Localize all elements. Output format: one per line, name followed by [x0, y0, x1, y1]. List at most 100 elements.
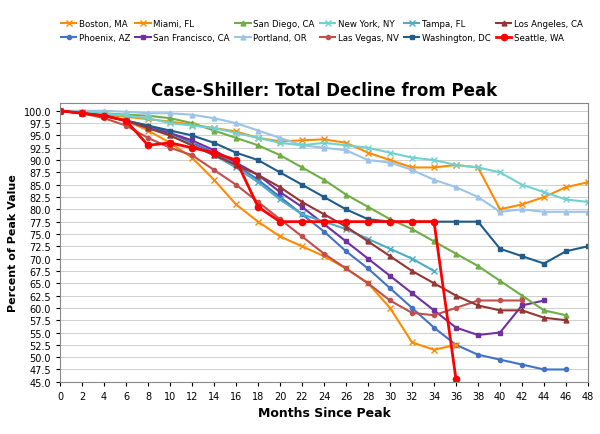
San Francisco, CA — [386, 273, 394, 279]
Los Angeles, CA — [211, 153, 218, 158]
Phoenix, AZ — [122, 119, 130, 124]
Las Vegas, NV — [298, 234, 305, 240]
Tampa, FL — [364, 237, 371, 242]
Washington, DC — [430, 220, 437, 225]
San Diego, CA — [452, 251, 460, 256]
Miami, FL — [211, 178, 218, 183]
San Diego, CA — [364, 205, 371, 210]
Washington, DC — [541, 261, 548, 266]
Washington, DC — [211, 141, 218, 146]
San Diego, CA — [430, 239, 437, 244]
Portland, OR — [122, 110, 130, 115]
Los Angeles, CA — [386, 254, 394, 259]
San Francisco, CA — [298, 205, 305, 210]
Legend: Boston, MA, Phoenix, AZ, Miami, FL, San Francisco, CA, San Diego, CA, Portland, : Boston, MA, Phoenix, AZ, Miami, FL, San … — [60, 20, 584, 43]
Boston, MA — [409, 165, 416, 171]
New York, NY — [320, 141, 328, 146]
Portland, OR — [188, 113, 196, 118]
Boston, MA — [452, 163, 460, 168]
Seattle, WA — [430, 220, 437, 225]
Phoenix, AZ — [298, 212, 305, 217]
San Diego, CA — [145, 114, 152, 119]
Phoenix, AZ — [232, 163, 239, 168]
Seattle, WA — [386, 220, 394, 225]
Line: Boston, MA: Boston, MA — [57, 109, 591, 213]
Miami, FL — [232, 202, 239, 207]
Miami, FL — [320, 254, 328, 259]
San Francisco, CA — [232, 161, 239, 166]
Las Vegas, NV — [320, 251, 328, 256]
New York, NY — [56, 109, 64, 114]
Miami, FL — [343, 266, 350, 271]
New York, NY — [122, 114, 130, 119]
Tampa, FL — [166, 134, 173, 139]
Los Angeles, CA — [232, 163, 239, 168]
San Diego, CA — [409, 227, 416, 232]
Phoenix, AZ — [452, 342, 460, 348]
Portland, OR — [409, 168, 416, 173]
Boston, MA — [100, 113, 107, 118]
Phoenix, AZ — [364, 266, 371, 271]
Portland, OR — [496, 210, 503, 215]
Boston, MA — [496, 207, 503, 213]
San Diego, CA — [277, 153, 284, 158]
Washington, DC — [166, 128, 173, 134]
Portland, OR — [452, 185, 460, 191]
Line: Tampa, FL: Tampa, FL — [57, 109, 437, 274]
Los Angeles, CA — [122, 119, 130, 124]
Seattle, WA — [166, 141, 173, 146]
Boston, MA — [188, 123, 196, 128]
Phoenix, AZ — [211, 151, 218, 156]
Los Angeles, CA — [475, 303, 482, 308]
New York, NY — [145, 116, 152, 122]
Las Vegas, NV — [100, 116, 107, 122]
Los Angeles, CA — [496, 308, 503, 313]
Miami, FL — [298, 244, 305, 249]
Seattle, WA — [232, 158, 239, 163]
Boston, MA — [232, 130, 239, 135]
New York, NY — [518, 183, 526, 188]
Boston, MA — [56, 109, 64, 114]
Los Angeles, CA — [277, 185, 284, 191]
Portland, OR — [211, 116, 218, 122]
Miami, FL — [166, 141, 173, 146]
New York, NY — [364, 146, 371, 151]
Las Vegas, NV — [496, 298, 503, 303]
Portland, OR — [562, 210, 569, 215]
Washington, DC — [145, 124, 152, 129]
Seattle, WA — [409, 220, 416, 225]
Las Vegas, NV — [56, 109, 64, 114]
Tampa, FL — [232, 165, 239, 171]
Tampa, FL — [211, 153, 218, 158]
Las Vegas, NV — [409, 310, 416, 316]
Los Angeles, CA — [56, 109, 64, 114]
New York, NY — [232, 131, 239, 136]
Washington, DC — [254, 158, 262, 163]
Portland, OR — [320, 146, 328, 151]
Tampa, FL — [386, 247, 394, 252]
New York, NY — [298, 143, 305, 148]
Tampa, FL — [254, 180, 262, 185]
Phoenix, AZ — [254, 178, 262, 183]
San Francisco, CA — [409, 291, 416, 296]
Portland, OR — [166, 112, 173, 117]
New York, NY — [79, 110, 86, 115]
Tampa, FL — [79, 112, 86, 117]
Tampa, FL — [188, 143, 196, 148]
Las Vegas, NV — [430, 313, 437, 318]
Los Angeles, CA — [409, 269, 416, 274]
Boston, MA — [122, 115, 130, 120]
Los Angeles, CA — [430, 281, 437, 286]
Seattle, WA — [254, 205, 262, 210]
New York, NY — [100, 112, 107, 117]
Washington, DC — [584, 244, 592, 249]
Tampa, FL — [430, 269, 437, 274]
Miami, FL — [122, 119, 130, 124]
San Francisco, CA — [452, 325, 460, 330]
Miami, FL — [364, 281, 371, 286]
Miami, FL — [100, 114, 107, 119]
Las Vegas, NV — [211, 168, 218, 173]
Las Vegas, NV — [277, 217, 284, 222]
San Diego, CA — [475, 264, 482, 269]
San Francisco, CA — [541, 298, 548, 303]
